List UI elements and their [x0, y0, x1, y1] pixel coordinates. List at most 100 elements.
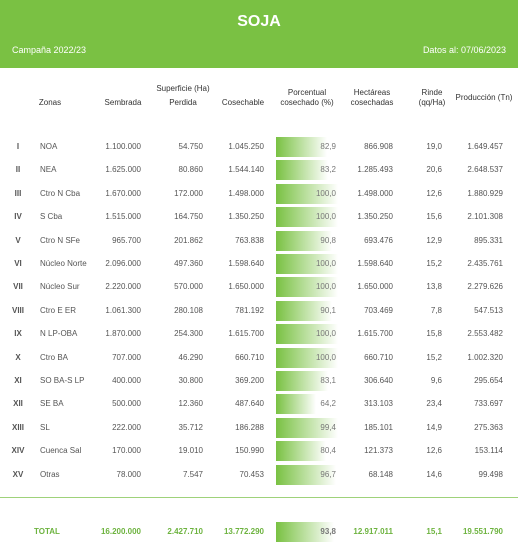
cell: 733.697	[474, 399, 503, 409]
cell: 99,4	[320, 422, 336, 432]
cell: 1.498.000	[357, 188, 393, 198]
cell: 2.101.308	[467, 212, 503, 222]
cell: 15,2	[426, 259, 442, 268]
cell: 12.360	[178, 399, 203, 409]
pct-bar	[276, 277, 338, 298]
cell: 2.435.761	[467, 259, 503, 268]
row-number: VIII	[11, 305, 24, 315]
cell: 13,8	[426, 282, 442, 292]
row-number: XII	[13, 399, 23, 409]
zone-name: N LP-OBA	[40, 329, 78, 339]
cell: 80,4	[320, 446, 336, 456]
zone-name: Núcleo Norte	[40, 259, 87, 268]
cell: 2.220.000	[105, 282, 141, 292]
column-header: Perdida	[169, 98, 197, 107]
cell: 185.101	[364, 422, 393, 432]
cell: 866.908	[364, 142, 393, 151]
cell: 1.650.000	[357, 282, 393, 292]
zone-name: Ctro N SFe	[40, 235, 81, 245]
cell: 1.285.493	[357, 165, 393, 175]
cell: 313.103	[364, 399, 393, 409]
cell: 78.000	[116, 469, 141, 479]
column-header: Producción (Tn)	[455, 93, 513, 102]
cell: 82,9	[320, 142, 336, 151]
cell: 1.350.250	[357, 212, 393, 222]
column-header: Sembrada	[104, 98, 142, 107]
pct-bar	[276, 207, 338, 228]
cell: 12,6	[426, 188, 442, 198]
cell: 19.551.790	[462, 527, 503, 536]
cell: 7,8	[430, 305, 442, 315]
cell: 2.427.710	[167, 527, 203, 536]
zone-name: SL	[40, 422, 50, 432]
cell: 487.640	[235, 399, 264, 409]
cell: 275.363	[474, 422, 503, 432]
cell: 1.625.000	[105, 165, 141, 175]
cell: 1.615.700	[357, 329, 393, 339]
cell: 570.000	[174, 282, 203, 292]
cell: 14,6	[426, 469, 442, 479]
cell: 96,7	[320, 469, 336, 479]
cell: 2.648.537	[467, 165, 503, 175]
cell: 1.350.250	[228, 212, 264, 222]
cell: 15,1	[426, 527, 442, 536]
zone-name: TOTAL	[34, 527, 60, 536]
row-number: VII	[13, 282, 23, 292]
cell: 15,2	[426, 352, 442, 362]
cell: 70.453	[239, 469, 264, 479]
row-number: XI	[14, 376, 22, 385]
column-header: Zonas	[38, 98, 62, 107]
cell: 15,8	[426, 329, 442, 339]
date: Datos al: 07/06/2023	[422, 45, 506, 55]
cell: 46.290	[178, 352, 203, 362]
cell: 153.114	[474, 446, 503, 456]
zone-name: Ctro E ER	[40, 305, 77, 315]
column-header: Porcentual cosechado (%)	[280, 88, 334, 107]
cell: 1.650.000	[228, 282, 264, 292]
cell: 23,4	[426, 399, 442, 409]
column-header: Hectáreas cosechadas	[350, 88, 394, 107]
cell: 306.640	[364, 376, 393, 385]
cell: 280.108	[174, 305, 203, 315]
row-number: X	[15, 352, 21, 362]
cell: 660.710	[364, 352, 393, 362]
cell: 703.469	[364, 305, 393, 315]
pct-bar	[276, 441, 326, 462]
cell: 254.300	[174, 329, 203, 339]
cell: 1.615.700	[228, 329, 264, 339]
cell: 1.515.000	[105, 212, 141, 222]
cell: 150.990	[235, 446, 264, 456]
column-header: Cosechable	[221, 98, 265, 107]
cell: 16.200.000	[100, 527, 141, 536]
cell: 895.331	[474, 235, 503, 245]
cell: 9,6	[430, 376, 442, 385]
pct-bar	[276, 464, 336, 485]
row-number: VI	[14, 259, 22, 268]
cell: 90,1	[320, 305, 336, 315]
total-separator	[0, 497, 518, 498]
cell: 100,0	[315, 212, 336, 222]
cell: 54.750	[178, 142, 203, 151]
pct-bar	[276, 254, 338, 274]
cell: 1.670.000	[105, 188, 141, 198]
cell: 99.498	[478, 469, 503, 479]
cell: 121.373	[364, 446, 393, 456]
cell: 1.002.320	[467, 352, 503, 362]
cell: 500.000	[112, 399, 141, 409]
cell: 1.544.140	[228, 165, 264, 175]
row-number: IV	[14, 212, 22, 222]
cell: 80.860	[178, 165, 203, 175]
cell: 170.000	[112, 446, 141, 456]
cell: 93,8	[320, 527, 336, 536]
cell: 497.360	[174, 259, 203, 268]
pct-bar	[276, 160, 328, 181]
cell: 100,0	[315, 259, 336, 268]
group-header: Superficie (Ha)	[156, 84, 210, 93]
cell: 7.547	[182, 469, 203, 479]
row-number: IX	[14, 329, 22, 339]
pct-bar	[276, 522, 335, 542]
cell: 100,0	[315, 352, 336, 362]
cell: 965.700	[112, 235, 141, 245]
pct-bar	[276, 300, 332, 321]
cell: 19,0	[426, 142, 442, 151]
